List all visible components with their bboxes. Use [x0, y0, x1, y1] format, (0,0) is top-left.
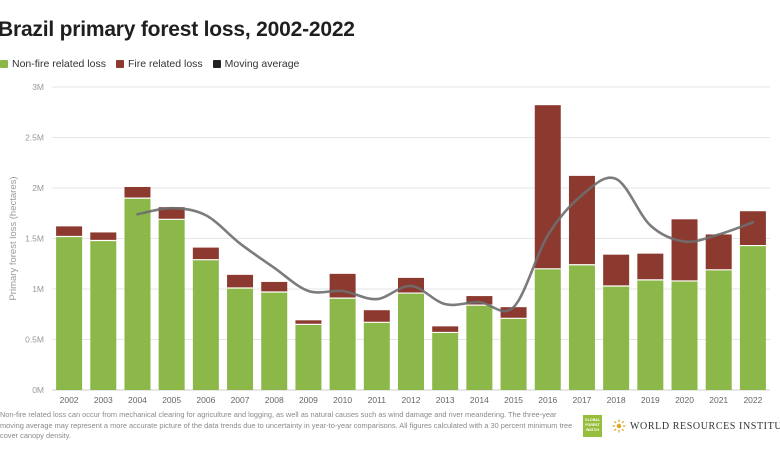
legend-swatch-non-fire: [0, 60, 8, 68]
bar-fire: [192, 247, 219, 260]
legend-item-fire[interactable]: Fire related loss: [115, 58, 203, 70]
bar-non-fire: [705, 269, 732, 390]
chart-title: Brazil primary forest loss, 2002-2022: [0, 18, 355, 41]
bar-non-fire: [534, 268, 561, 390]
moving-average-line: [136, 176, 755, 313]
x-tick-label: 2002: [60, 395, 79, 405]
x-tick-label: 2012: [402, 395, 421, 405]
y-tick-label: 2.5M: [25, 133, 44, 143]
y-tick-label: 1M: [32, 284, 44, 294]
wri-logo: WORLD RESOURCES INSTITUTE: [612, 419, 780, 433]
bar-non-fire: [56, 236, 83, 390]
legend-item-moving-average[interactable]: Moving average: [212, 58, 300, 70]
x-tick-label: 2010: [333, 395, 352, 405]
y-tick-label: 0M: [32, 385, 44, 395]
x-tick-label: 2003: [94, 395, 113, 405]
bar-fire: [432, 326, 459, 333]
bar-fire: [534, 105, 561, 269]
wri-sun-icon: [612, 419, 626, 433]
x-tick-label: 2017: [572, 395, 591, 405]
bar-non-fire: [637, 279, 664, 390]
x-tick-label: 2016: [538, 395, 557, 405]
bar-non-fire: [500, 318, 527, 390]
bar-fire: [603, 254, 630, 286]
y-axis-label: Primary forest loss (hectares): [8, 176, 19, 300]
x-tick-label: 2014: [470, 395, 489, 405]
bar-fire: [363, 310, 390, 323]
global-forest-watch-logo: GLOBAL FOREST WATCH: [583, 415, 602, 437]
bar-non-fire: [261, 292, 288, 390]
y-tick-label: 3M: [32, 82, 44, 92]
y-tick-label: 0.5M: [25, 335, 44, 345]
footer-note: Non-fire related loss can occur from mec…: [0, 410, 573, 440]
legend-label-fire: Fire related loss: [127, 58, 203, 70]
bar-fire: [671, 219, 698, 281]
chart-legend: Non-fire related loss Fire related loss …: [0, 58, 309, 70]
x-tick-label: 2015: [504, 395, 523, 405]
bar-non-fire: [466, 305, 493, 390]
bar-fire: [124, 186, 151, 199]
x-tick-label: 2022: [743, 395, 762, 405]
bar-non-fire: [227, 287, 254, 390]
y-tick-label: 1.5M: [25, 234, 44, 244]
bar-fire: [739, 211, 766, 246]
bar-non-fire: [329, 298, 356, 390]
bar-fire: [500, 307, 527, 319]
bar-non-fire: [363, 322, 390, 390]
bar-fire: [90, 232, 117, 241]
legend-item-non-fire[interactable]: Non-fire related loss: [0, 58, 106, 70]
legend-label-moving-average: Moving average: [224, 58, 300, 70]
bar-fire: [158, 207, 185, 220]
x-tick-label: 2011: [368, 395, 387, 405]
x-tick-label: 2019: [641, 395, 660, 405]
bar-fire: [466, 296, 493, 306]
legend-label-non-fire: Non-fire related loss: [12, 58, 106, 70]
x-tick-label: 2008: [265, 395, 284, 405]
x-tick-label: 2004: [128, 395, 147, 405]
x-tick-label: 2018: [607, 395, 626, 405]
bar-non-fire: [90, 240, 117, 390]
legend-swatch-fire: [115, 60, 124, 68]
bar-fire: [261, 281, 288, 293]
x-tick-label: 2006: [196, 395, 215, 405]
x-tick-label: 2013: [436, 395, 455, 405]
wri-logo-text: WORLD RESOURCES INSTITUTE: [630, 420, 780, 432]
x-tick-label: 2021: [709, 395, 728, 405]
bar-fire: [295, 320, 322, 325]
bar-non-fire: [124, 198, 151, 390]
x-tick-label: 2009: [299, 395, 318, 405]
x-tick-label: 2005: [162, 395, 181, 405]
x-tick-label: 2007: [231, 395, 250, 405]
bar-non-fire: [568, 264, 595, 390]
bar-fire: [56, 226, 83, 237]
x-tick-label: 2020: [675, 395, 694, 405]
bar-fire: [227, 274, 254, 288]
legend-swatch-moving-average: [212, 60, 221, 68]
bar-non-fire: [158, 219, 185, 390]
bar-non-fire: [739, 245, 766, 390]
bar-fire: [705, 234, 732, 270]
bar-fire: [568, 175, 595, 265]
bar-non-fire: [192, 259, 219, 390]
bar-non-fire: [398, 293, 424, 390]
bar-non-fire: [295, 324, 322, 390]
bar-non-fire: [603, 285, 630, 390]
y-tick-label: 2M: [32, 183, 44, 193]
bar-fire: [637, 253, 664, 280]
bar-non-fire: [671, 280, 698, 390]
bar-non-fire: [432, 332, 459, 390]
